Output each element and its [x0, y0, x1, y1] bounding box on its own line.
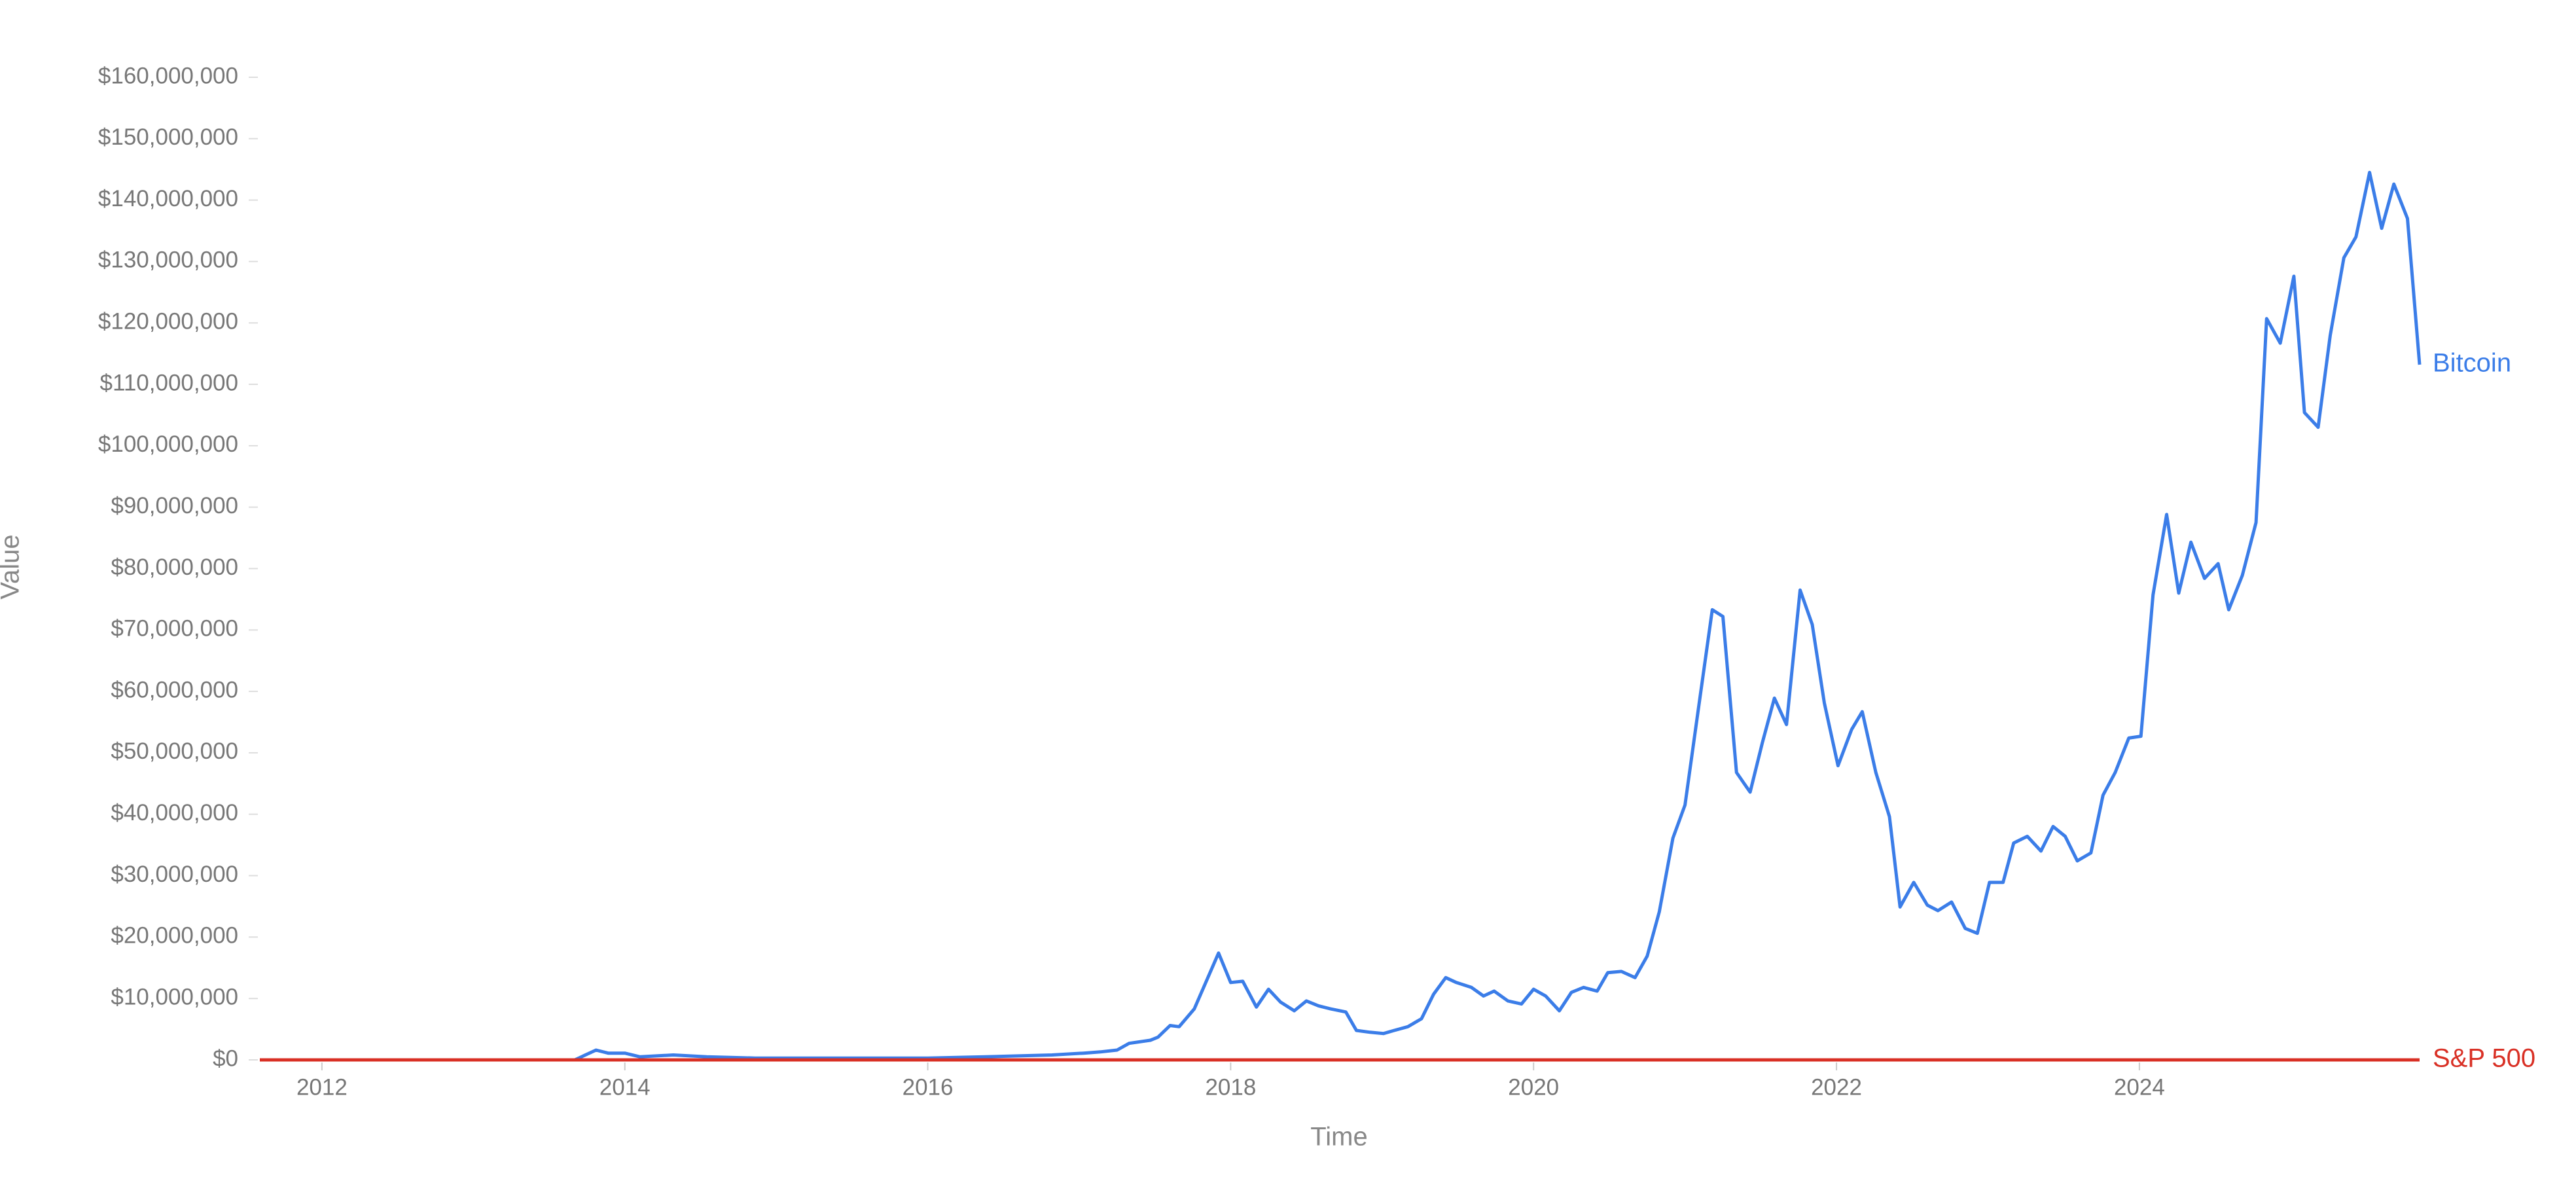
series-label: S&P 500: [2433, 1044, 2535, 1073]
x-tick-label: 2024: [2114, 1074, 2165, 1100]
series-line: [260, 170, 2422, 1062]
y-tick-label: $10,000,000: [111, 984, 238, 1009]
y-tick-label: $50,000,000: [111, 738, 238, 764]
y-tick-label: $110,000,000: [99, 370, 238, 395]
y-tick-label: $0: [213, 1045, 238, 1071]
y-tick-label: $30,000,000: [111, 862, 238, 887]
y-axis-title: Value: [0, 534, 25, 599]
x-axis-title: Time: [1310, 1123, 1367, 1152]
y-tick-label: $60,000,000: [111, 677, 238, 702]
y-tick-label: $20,000,000: [111, 923, 238, 949]
y-tick-label: $150,000,000: [98, 124, 238, 150]
x-tick-label: 2020: [1508, 1074, 1559, 1100]
series-label: Bitcoin: [2433, 349, 2511, 378]
x-tick-label: 2016: [903, 1074, 954, 1100]
y-tick-label: $100,000,000: [98, 431, 238, 457]
y-tick-label: $120,000,000: [98, 309, 238, 335]
x-tick-label: 2018: [1205, 1074, 1256, 1100]
x-tick-label: 2022: [1811, 1074, 1862, 1100]
x-tick-label: 2014: [599, 1074, 651, 1100]
x-tick-label: 2012: [296, 1074, 348, 1100]
y-tick-label: $90,000,000: [111, 493, 238, 518]
y-tick-label: $40,000,000: [111, 800, 238, 826]
y-tick-label: $70,000,000: [111, 616, 238, 642]
y-tick-label: $130,000,000: [98, 247, 238, 273]
y-tick-label: $140,000,000: [98, 186, 238, 211]
y-tick-label: $80,000,000: [111, 554, 238, 580]
y-tick-label: $160,000,000: [98, 63, 238, 88]
